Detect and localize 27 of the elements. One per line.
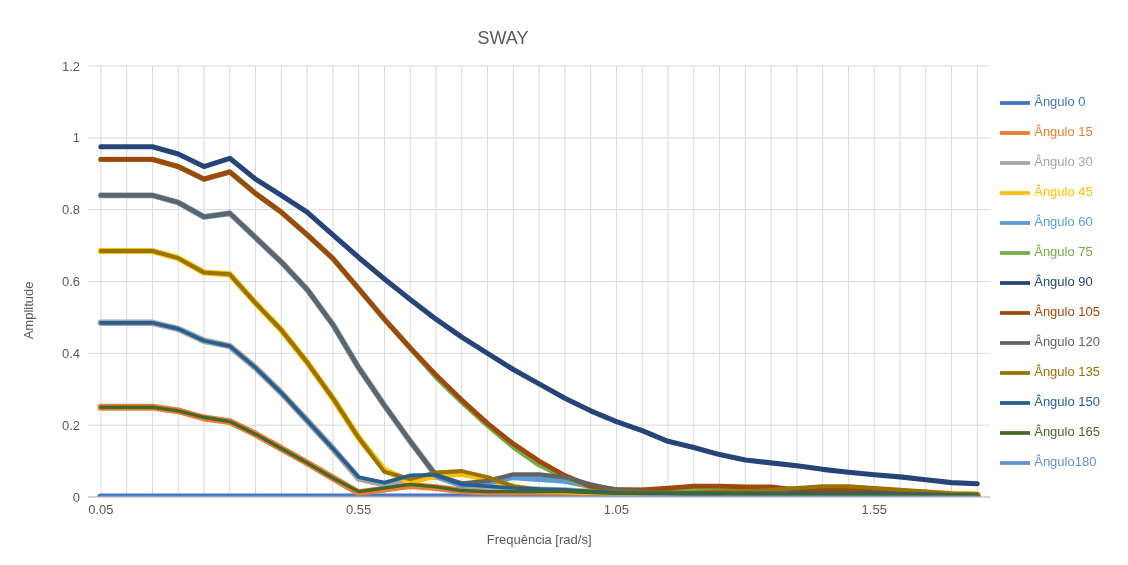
y-tick-label: 1.2	[61, 58, 80, 74]
legend-label: Ângulo 45	[1034, 183, 1093, 199]
y-axis-title: Amplitude	[20, 281, 36, 340]
legend-label: Ângulo 0	[1034, 93, 1086, 109]
legend-label: Ângulo 30	[1034, 153, 1093, 169]
legend-label: Ângulo180	[1034, 453, 1097, 469]
x-tick-label: 1.05	[603, 502, 630, 518]
legend-label: Ângulo 165	[1034, 423, 1100, 439]
y-tick-label: 0.2	[61, 417, 80, 433]
legend-label: Ângulo 105	[1034, 303, 1100, 319]
x-tick-label: 0.55	[346, 502, 372, 518]
y-tick-label: 0.4	[61, 345, 80, 361]
legend-label: Ângulo 90	[1034, 273, 1093, 289]
y-tick-label: 1	[72, 130, 80, 146]
y-tick-label: 0	[72, 489, 80, 505]
x-tick-label: 0.05	[88, 502, 114, 518]
legend-label: Ângulo 60	[1034, 213, 1093, 229]
legend-label: Ângulo 15	[1034, 123, 1093, 139]
chart-title: SWAY	[476, 28, 530, 49]
legend-label: Ângulo 120	[1034, 333, 1100, 349]
legend-label: Ângulo 150	[1034, 393, 1100, 409]
legend-label: Ângulo 135	[1034, 363, 1100, 379]
x-axis-title: Frequência [rad/s]	[486, 532, 592, 548]
y-tick-label: 0.8	[61, 202, 80, 218]
legend-label: Ângulo 75	[1034, 243, 1093, 259]
y-tick-label: 0.6	[61, 274, 80, 290]
x-tick-label: 1.55	[861, 502, 887, 518]
